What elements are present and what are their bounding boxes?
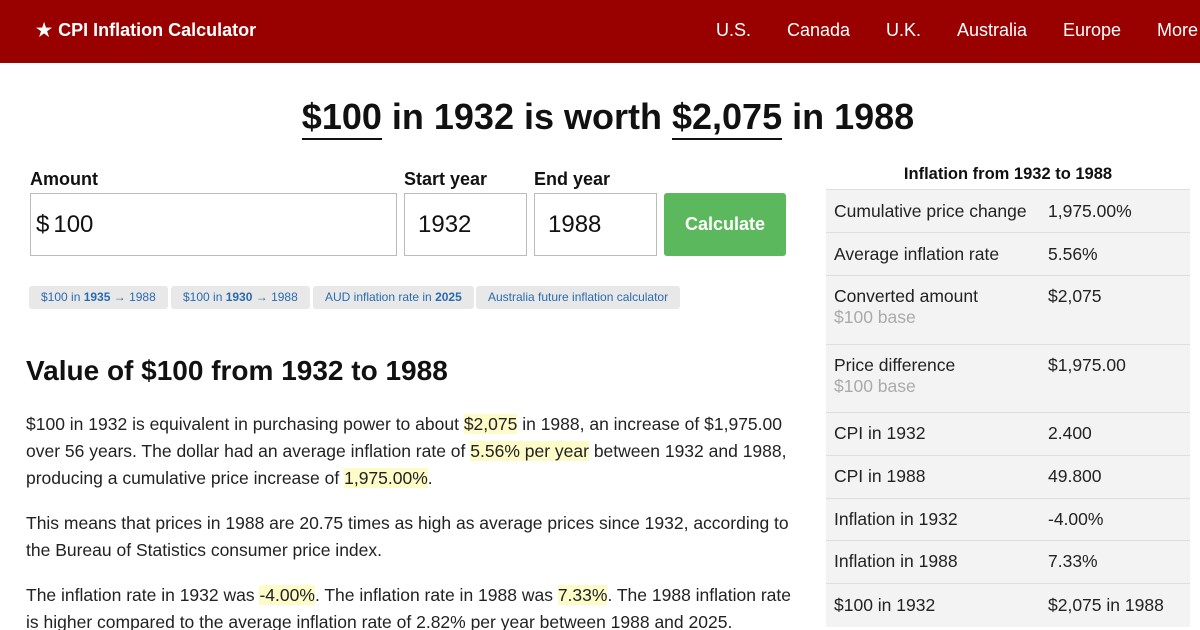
start-year-label: Start year: [404, 169, 488, 189]
highlight-cumulative-change: 1,975.00%: [344, 468, 428, 488]
row-value: $1,975.00: [1048, 355, 1126, 375]
start-year-value: 1932: [418, 210, 472, 238]
row-label: Inflation in 1932: [834, 509, 958, 529]
nav-link-us[interactable]: U.S.: [716, 20, 752, 40]
table-row: Inflation in 1932 -4.00%: [826, 498, 1190, 540]
row-label: Average inflation rate: [834, 244, 1000, 264]
paragraph-text: . The 1988 inflation rate is higher comp…: [26, 585, 792, 630]
row-sublabel: $100 base: [834, 307, 916, 327]
star-icon: ★: [36, 20, 53, 40]
related-link-1935[interactable]: $100 in 1935 → 1988: [29, 286, 168, 309]
row-value: 5.56%: [1048, 244, 1098, 264]
paragraph-text: in 1988, an increase of $1,975.00 over 5…: [26, 414, 782, 461]
table-row: CPI in 1988 49.800: [826, 455, 1190, 498]
amount-value: 100: [53, 210, 94, 238]
headline-text-2: in 1988: [782, 96, 915, 137]
row-label: Cumulative price change: [834, 201, 1027, 221]
chip-text: → 1988: [110, 290, 156, 304]
highlight-average-rate: 5.56% per year: [470, 441, 589, 461]
end-year-value: 1988: [548, 210, 602, 238]
row-label: CPI in 1932: [834, 423, 926, 443]
inflation-rate-paragraph: The inflation rate in 1932 was -4.00%. T…: [26, 582, 796, 630]
section-heading: Value of $100 from 1932 to 1988: [26, 355, 448, 386]
highlight-converted-amount: $2,075: [463, 414, 518, 434]
row-label: Converted amount: [834, 286, 978, 306]
headline-text-1: in 1932 is worth: [381, 96, 672, 137]
paragraph-text: .: [427, 468, 433, 488]
paragraph-text: $100 in 1932 is equivalent in purchasing…: [26, 414, 464, 434]
start-year-input[interactable]: 1932: [404, 193, 527, 256]
paragraph-text: The inflation rate in 1932 was: [26, 585, 260, 605]
table-row: Inflation in 1988 7.33%: [826, 540, 1190, 583]
row-value: -4.00%: [1048, 509, 1104, 529]
chip-year: 1935: [83, 290, 111, 304]
table-row: Converted amount $100 base $2,075: [826, 275, 1190, 344]
row-label: $100 in 1932: [834, 595, 936, 615]
row-value: $2,075: [1048, 286, 1102, 306]
paragraph-text: . The inflation rate in 1988 was: [314, 585, 558, 605]
row-label: Price difference: [834, 355, 956, 375]
highlight-inflation-start: -4.00%: [259, 585, 315, 605]
page-title: $100 in 1932 is worth $2,075 in 1988: [0, 96, 1200, 140]
chip-text: $100 in: [41, 290, 84, 304]
related-link-future-calculator[interactable]: Australia future inflation calculator: [476, 286, 681, 309]
amount-input[interactable]: $ 100: [30, 193, 397, 256]
summary-table-title: Inflation from 1932 to 1988: [903, 165, 1113, 183]
headline-converted-amount: $2,075: [671, 96, 783, 140]
table-row: $100 in 1932 $2,075 in 1988: [826, 583, 1190, 627]
chip-text: AUD inflation rate in: [325, 290, 436, 304]
table-row: Cumulative price change 1,975.00%: [826, 189, 1190, 232]
headline-amount: $100: [301, 96, 382, 140]
nav-link-australia[interactable]: Australia: [957, 20, 1028, 40]
nav-link-uk[interactable]: U.K.: [886, 20, 922, 40]
amount-label: Amount: [30, 169, 98, 189]
row-label: CPI in 1988: [834, 466, 926, 486]
row-value: 1,975.00%: [1048, 201, 1132, 221]
related-link-1930[interactable]: $100 in 1930 → 1988: [171, 286, 310, 309]
nav-link-europe[interactable]: Europe: [1063, 20, 1122, 40]
chip-text: $100 in: [183, 290, 226, 304]
chip-year: 1930: [225, 290, 253, 304]
row-value: 2.400: [1048, 423, 1092, 443]
nav-link-more[interactable]: More: [1157, 20, 1199, 40]
row-sublabel: $100 base: [834, 376, 916, 396]
summary-table: Cumulative price change 1,975.00% Averag…: [826, 189, 1190, 627]
row-value: $2,075 in 1988: [1048, 595, 1164, 615]
row-label: Inflation in 1988: [834, 551, 958, 571]
row-value: 7.33%: [1048, 551, 1098, 571]
row-value: 49.800: [1048, 466, 1102, 486]
end-year-label: End year: [534, 169, 611, 189]
brand-name: CPI Inflation Calculator: [58, 20, 257, 40]
calculate-button[interactable]: Calculate: [664, 193, 786, 256]
site-logo-link[interactable]: ★ CPI Inflation Calculator: [36, 20, 256, 41]
chip-year: 2025: [435, 290, 462, 304]
summary-paragraph: $100 in 1932 is equivalent in purchasing…: [26, 411, 796, 492]
nav-link-canada[interactable]: Canada: [787, 20, 851, 40]
table-row: CPI in 1932 2.400: [826, 412, 1190, 455]
cpi-explanation-paragraph: This means that prices in 1988 are 20.75…: [26, 513, 789, 560]
end-year-input[interactable]: 1988: [534, 193, 657, 256]
table-row: Price difference $100 base $1,975.00: [826, 344, 1190, 412]
currency-symbol: $: [36, 210, 50, 238]
chip-text: → 1988: [252, 290, 298, 304]
highlight-inflation-end: 7.33%: [557, 585, 608, 605]
paragraph-text: between 1932 and 1988, producing a cumul…: [26, 441, 787, 488]
top-navigation-bar: ★ CPI Inflation Calculator U.S. Canada U.…: [0, 0, 1200, 63]
table-row: Average inflation rate 5.56%: [826, 232, 1190, 275]
chip-text: Australia future inflation calculator: [488, 290, 669, 304]
related-link-aud-inflation-2025[interactable]: AUD inflation rate in 2025: [313, 286, 474, 309]
